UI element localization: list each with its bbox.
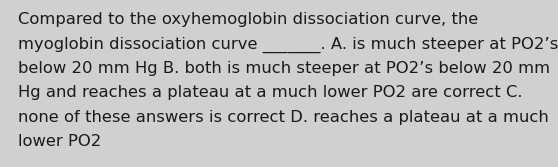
Text: myoglobin dissociation curve _______. A. is much steeper at PO2’s: myoglobin dissociation curve _______. A.… [18,37,558,53]
Text: below 20 mm Hg B. both is much steeper at PO2’s below 20 mm: below 20 mm Hg B. both is much steeper a… [18,61,550,76]
Text: none of these answers is correct D. reaches a plateau at a much: none of these answers is correct D. reac… [18,110,549,125]
Text: lower PO2: lower PO2 [18,134,101,149]
Text: Hg and reaches a plateau at a much lower PO2 are correct C.: Hg and reaches a plateau at a much lower… [18,86,522,101]
Text: Compared to the oxyhemoglobin dissociation curve, the: Compared to the oxyhemoglobin dissociati… [18,12,478,27]
